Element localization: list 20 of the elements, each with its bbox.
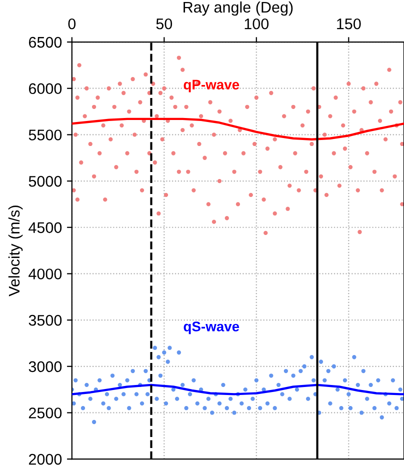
annotation: qS-wave — [184, 322, 240, 334]
y-tick-label: 6000 — [28, 83, 62, 94]
x-axis-title: Ray angle (Deg) — [184, 1, 293, 16]
line-series — [72, 118, 404, 140]
y-tick-label: 3000 — [28, 361, 62, 372]
y-tick-label: 5000 — [28, 176, 62, 187]
y-tick-label: 2000 — [28, 454, 62, 465]
x-tick-label: 150 — [337, 18, 361, 30]
x-tick-label: 100 — [244, 18, 269, 30]
y-tick-label: 3500 — [28, 314, 62, 326]
y-tick-label: 6500 — [28, 36, 62, 48]
y-tick-label: 2500 — [28, 408, 62, 418]
y-tick-label: 5500 — [28, 130, 62, 140]
line-series — [72, 384, 404, 396]
x-tick-label: 0 — [68, 18, 76, 30]
x-tick-label: 50 — [156, 18, 172, 30]
y-tick-label: 4500 — [28, 222, 62, 234]
y-axis-title: Velocity (m/s) — [8, 206, 23, 296]
annotation: qP-wave — [184, 80, 240, 92]
y-tick-label: 4000 — [28, 268, 62, 280]
